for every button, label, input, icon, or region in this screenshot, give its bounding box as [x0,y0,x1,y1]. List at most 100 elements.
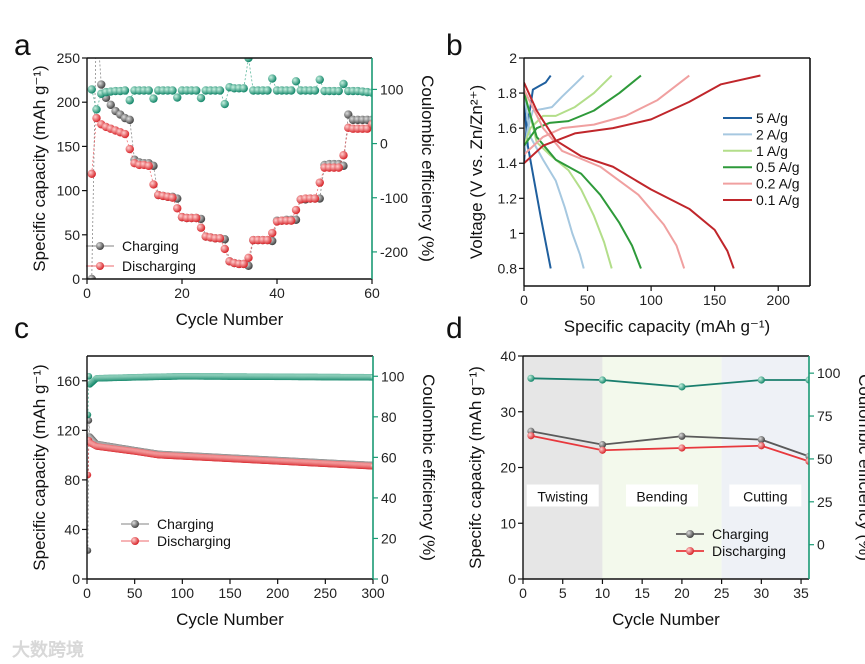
y2-axis-title: Coulombic efficiency (%) [419,374,438,561]
data-point [92,10,100,18]
data-point [125,115,134,125]
x-tick-label: 200 [767,292,791,308]
data-point [215,86,225,95]
data-point [310,86,320,95]
data-point [268,74,277,83]
x-tick-label: 200 [266,585,290,601]
y2-tick-label: 100 [380,81,404,97]
x-axis-title: Specific capacity (mAh g⁻¹) [564,317,770,336]
data-point [287,86,296,95]
y2-tick-label: 80 [381,409,397,425]
data-point [120,86,130,95]
data-point [339,79,348,89]
y2-tick-label: 0 [817,537,825,553]
panel-label: a [14,29,31,62]
data-point [215,234,225,243]
data-point [527,432,535,440]
legend-marker [686,547,694,555]
x-tick-label: 35 [793,585,809,601]
x-tick-label: 60 [364,285,380,301]
data-point [144,86,153,95]
plot-area [524,74,761,269]
panel-label: c [14,312,29,345]
x-tick-label: 50 [580,292,596,308]
data-point [192,86,201,95]
x-axis-title: Cycle Number [176,310,284,329]
y2-axis-title: Coulombic efficiency (%) [418,75,437,262]
data-point [757,442,765,450]
region-twisting [523,356,603,579]
y-tick-label: 40 [64,521,80,537]
y2-tick-label: 0 [380,136,388,152]
data-point [92,105,101,114]
y-tick-label: 0.8 [498,260,518,276]
data-point [598,441,607,449]
legend-label: Charging [122,238,179,254]
y2-tick-label: 100 [381,368,405,384]
legend-label: 1 A/g [756,143,788,159]
data-point [87,471,92,479]
y-axis-title: Specific capacity (mAh g⁻¹) [30,65,49,271]
data-point [149,180,158,189]
series-line [91,58,372,111]
y2-tick-label: 50 [817,451,833,467]
data-point [196,223,206,232]
watermark: 大数跨境 [12,639,84,660]
plot-area [87,10,372,279]
x-tick-label: 20 [674,585,690,601]
curve-charge [524,74,690,156]
plot-area [87,372,373,554]
x-tick-label: 150 [218,585,242,601]
data-point [87,411,92,419]
x-tick-label: 0 [83,585,91,601]
y2-tick-label: 75 [817,408,833,424]
data-point [369,373,373,381]
data-point [263,86,272,95]
data-point [125,96,134,105]
y-axis-title: Voltage (V vs. Zn/Zn²⁺) [467,85,486,259]
legend-label: 2 A/g [756,126,788,142]
x-tick-label: 100 [171,585,195,601]
region-label-bg [626,484,699,507]
data-point [239,259,248,269]
data-point [598,446,607,454]
panel-d: d Twisting Bending Cutting 0 5 10 15 20 25 30 35 0 10… [446,312,865,629]
y2-tick-label: 25 [817,494,833,510]
region-label-bg [526,484,599,507]
y-tick-label: 1 [509,225,517,241]
data-point [168,193,177,202]
x-tick-label: 150 [703,292,727,308]
legend-label: 5 A/g [756,110,788,126]
panel-b: b 0 50 100 150 200 0.8 1 1.2 1.4 1.6 1.8 2 Specific c… [446,29,811,336]
x-tick-label: 0 [519,585,527,601]
data-point [291,205,301,215]
y2-tick-label: 20 [381,530,397,546]
x-axis-title: Cycle Number [612,610,720,629]
data-point [87,417,93,424]
data-point [220,99,229,109]
data-point [678,432,686,440]
legend-label: Discharging [712,543,786,559]
data-point [87,274,96,279]
y-axis-title: Specifc capacity (mAh g⁻¹) [466,366,485,569]
data-point [173,204,182,213]
legend-label: Discharging [122,258,196,274]
series-line [87,375,373,415]
y2-tick-label: 40 [381,490,397,506]
y-tick-label: 10 [500,515,516,531]
y-tick-label: 1.4 [498,155,518,171]
legend-marker [686,530,694,538]
data-point [805,457,809,465]
y-axis-title: Specific capacity (mAh g⁻¹) [30,364,49,570]
data-point [144,161,153,171]
y-tick-label: 0 [72,271,80,287]
panel-c: c0 50 100 150 200 250 300040801201600204060801… [14,312,438,629]
y-tick-label: 100 [57,183,81,199]
data-point [334,163,343,172]
data-point [120,129,130,139]
plot-area [523,356,809,579]
data-point [125,144,134,154]
legend-label: 0.2 A/g [756,176,800,192]
data-point [369,462,373,470]
y2-tick-label: -200 [380,244,408,260]
